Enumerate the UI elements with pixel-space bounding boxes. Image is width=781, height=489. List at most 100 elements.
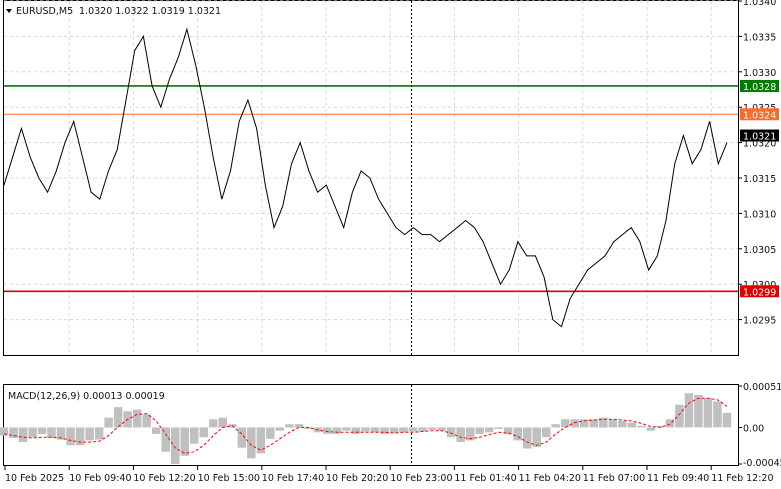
macd-histogram-bar [484,427,494,433]
macd-histogram-bar [589,419,599,428]
macd-histogram-bar [266,427,275,439]
macd-histogram-bar [370,427,380,433]
time-tick-label: 11 Feb 12:20 [711,473,773,484]
price-series [3,27,728,328]
macd-histogram-bar [361,427,370,432]
macd-histogram-bar [637,425,646,428]
price-line [3,27,728,328]
macd-histogram-bar [608,419,618,428]
macd-histogram-bar [618,420,627,428]
macd-histogram-bar [722,412,732,428]
macd-histogram-bar [656,425,665,428]
level-label: 1.0324 [743,110,776,121]
macd-histogram-bar [684,393,694,428]
macd-histogram-bar [171,427,180,464]
price-tick-label: 1.0340 [743,0,776,8]
macd-histogram-bar [380,427,389,434]
macd-histogram-bar [570,419,579,428]
macd-histogram-bar [532,427,541,447]
macd-histogram-bar [18,427,28,442]
ohlc-values: 1.0320 1.0322 1.0319 1.0321 [79,6,221,17]
price-tick-label: 1.0310 [743,209,776,220]
level-label: 1.0328 [743,82,776,93]
macd-histogram-bar [161,427,170,452]
price-axis: 1.03401.03351.03301.03251.03201.03151.03… [738,0,779,327]
macd-histogram-bar [513,427,522,441]
macd-histogram-bar [113,407,123,428]
macd-pane-border [3,384,739,466]
macd-label: MACD(12,26,9) 0.00013 0.00019 [8,391,165,402]
macd-histogram-bar [694,394,703,428]
time-tick-label: 10 Feb 09:40 [69,473,131,484]
macd-tick-label: -0.00045 [743,458,781,469]
macd-histogram-bar [475,427,484,434]
macd-histogram-bar [56,427,66,440]
level-label-box [740,79,779,92]
time-tick-label: 11 Feb 04:20 [519,473,581,484]
macd-histogram-bar [247,427,256,459]
macd-histogram-bar [437,427,446,431]
macd-histogram-bar [646,427,656,431]
macd-histogram-bar [627,422,637,428]
level-label: 1.0321 [743,132,776,143]
chart-header: EURUSD,M5 1.0320 1.0322 1.0319 1.0321 [6,6,221,17]
price-tick-label: 1.0320 [743,139,776,150]
macd-indicator [0,393,732,464]
macd-histogram-bar [66,427,75,446]
macd-histogram-bar [47,427,56,438]
macd-histogram-bar [275,427,285,431]
time-tick-label: 10 Feb 15:00 [198,473,260,484]
level-label: 1.0299 [743,287,776,298]
macd-histogram-bar [75,427,85,446]
macd-histogram-bar [94,427,104,440]
grid-lines [4,0,738,355]
time-tick-label: 10 Feb 20:20 [326,473,388,484]
price-tick-label: 1.0330 [743,68,776,79]
macd-histogram-bar [561,419,570,428]
macd-histogram-bar [675,404,684,428]
macd-histogram-bar [408,427,418,432]
price-tick-label: 1.0315 [743,174,776,185]
macd-histogram-bar [523,427,532,449]
macd-histogram-bar [580,419,589,428]
time-tick-label: 10 Feb 2025 [5,473,64,484]
time-axis: 10 Feb 2025 10 Feb 09:40 10 Feb 12:20 10 Fe… [4,466,774,484]
macd-histogram-bar [351,427,361,434]
symbol-label: EURUSD,M5 [16,6,73,17]
dropdown-triangle-icon[interactable] [6,9,12,13]
level-lines [4,85,738,293]
macd-histogram-bar [427,427,437,430]
macd-histogram-bar [152,427,161,434]
macd-histogram-bar [446,427,456,438]
time-tick-label: 10 Feb 12:20 [133,473,195,484]
price-tick-label: 1.0305 [743,245,776,256]
macd-histogram-bar [256,427,266,454]
macd-histogram-bar [37,427,47,434]
level-label-box [740,285,779,298]
macd-histogram-bar [323,427,332,434]
macd-tick-label: 0.00 [743,423,764,434]
price-tick-label: 1.0335 [743,32,776,43]
macd-histogram-bar [399,427,408,433]
macd-tick-label: 0.00051 [743,382,781,393]
macd-histogram-bar [465,427,475,441]
time-tick-label: 11 Feb 07:00 [583,473,645,484]
macd-histogram-bar [665,419,675,428]
macd-histogram-bar [132,409,142,428]
macd-histogram-bar [0,427,9,436]
macd-histogram-bar [218,417,227,428]
macd-histogram-bar [104,417,113,428]
macd-histogram-bar [85,427,94,441]
macd-histogram-bar [418,427,427,432]
time-tick-label: 11 Feb 09:40 [647,473,709,484]
price-tick-label: 1.0295 [743,316,776,327]
macd-histogram-bar [713,401,722,428]
macd-histogram-bar [285,424,294,428]
level-label-box [740,108,779,121]
macd-histogram-bar [342,427,351,431]
macd-signal-line [3,397,728,454]
time-tick-label: 10 Feb 17:40 [262,473,324,484]
macd-histogram-bar [142,414,151,428]
macd-histogram-bar [294,424,304,428]
